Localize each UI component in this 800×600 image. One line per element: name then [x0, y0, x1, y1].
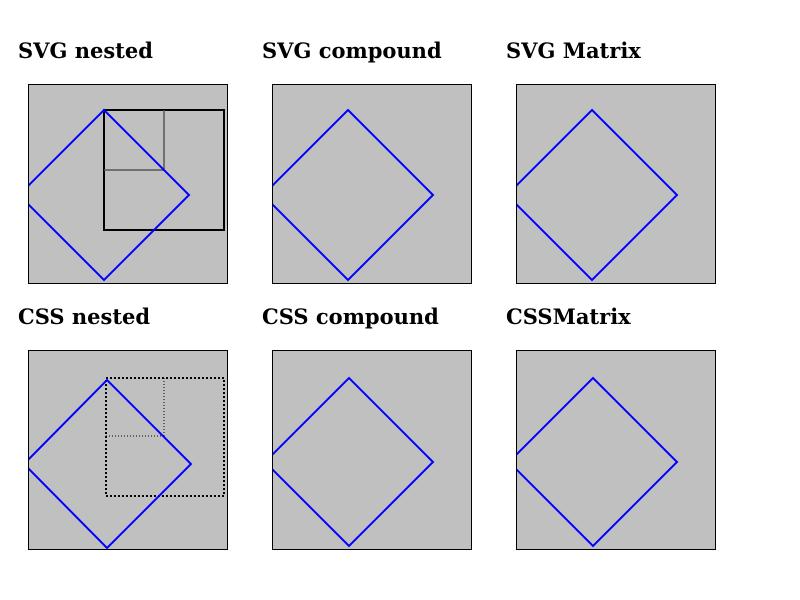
blue-diamond — [29, 378, 193, 549]
blue-diamond — [273, 108, 435, 282]
css-nested-title: CSS nested — [18, 304, 151, 329]
css-nested-panel — [28, 350, 228, 550]
css-matrix-canvas — [517, 376, 679, 548]
blue-diamond — [273, 376, 435, 548]
svg-nested-panel — [28, 84, 228, 284]
svg-nested-title: SVG nested — [18, 38, 153, 63]
css-nested-canvas — [29, 377, 225, 549]
blue-diamond — [517, 108, 679, 282]
svg-compound-panel — [272, 84, 472, 284]
css-matrix-panel — [516, 350, 716, 550]
svg-matrix-panel — [516, 84, 716, 284]
blue-diamond — [29, 108, 191, 282]
svg-compound-title: SVG compound — [262, 38, 442, 63]
svg-matrix-title: SVG Matrix — [506, 38, 641, 63]
css-compound-title: CSS compound — [262, 304, 439, 329]
nested-outer-dotted-square — [105, 377, 225, 497]
css-matrix-title: CSSMatrix — [506, 304, 631, 329]
blue-diamond — [517, 376, 679, 548]
css-compound-panel — [272, 350, 472, 550]
svg-compound-canvas — [273, 108, 435, 282]
svg-nested-canvas — [29, 108, 225, 282]
css-compound-canvas — [273, 376, 435, 548]
svg-matrix-canvas — [517, 108, 679, 282]
